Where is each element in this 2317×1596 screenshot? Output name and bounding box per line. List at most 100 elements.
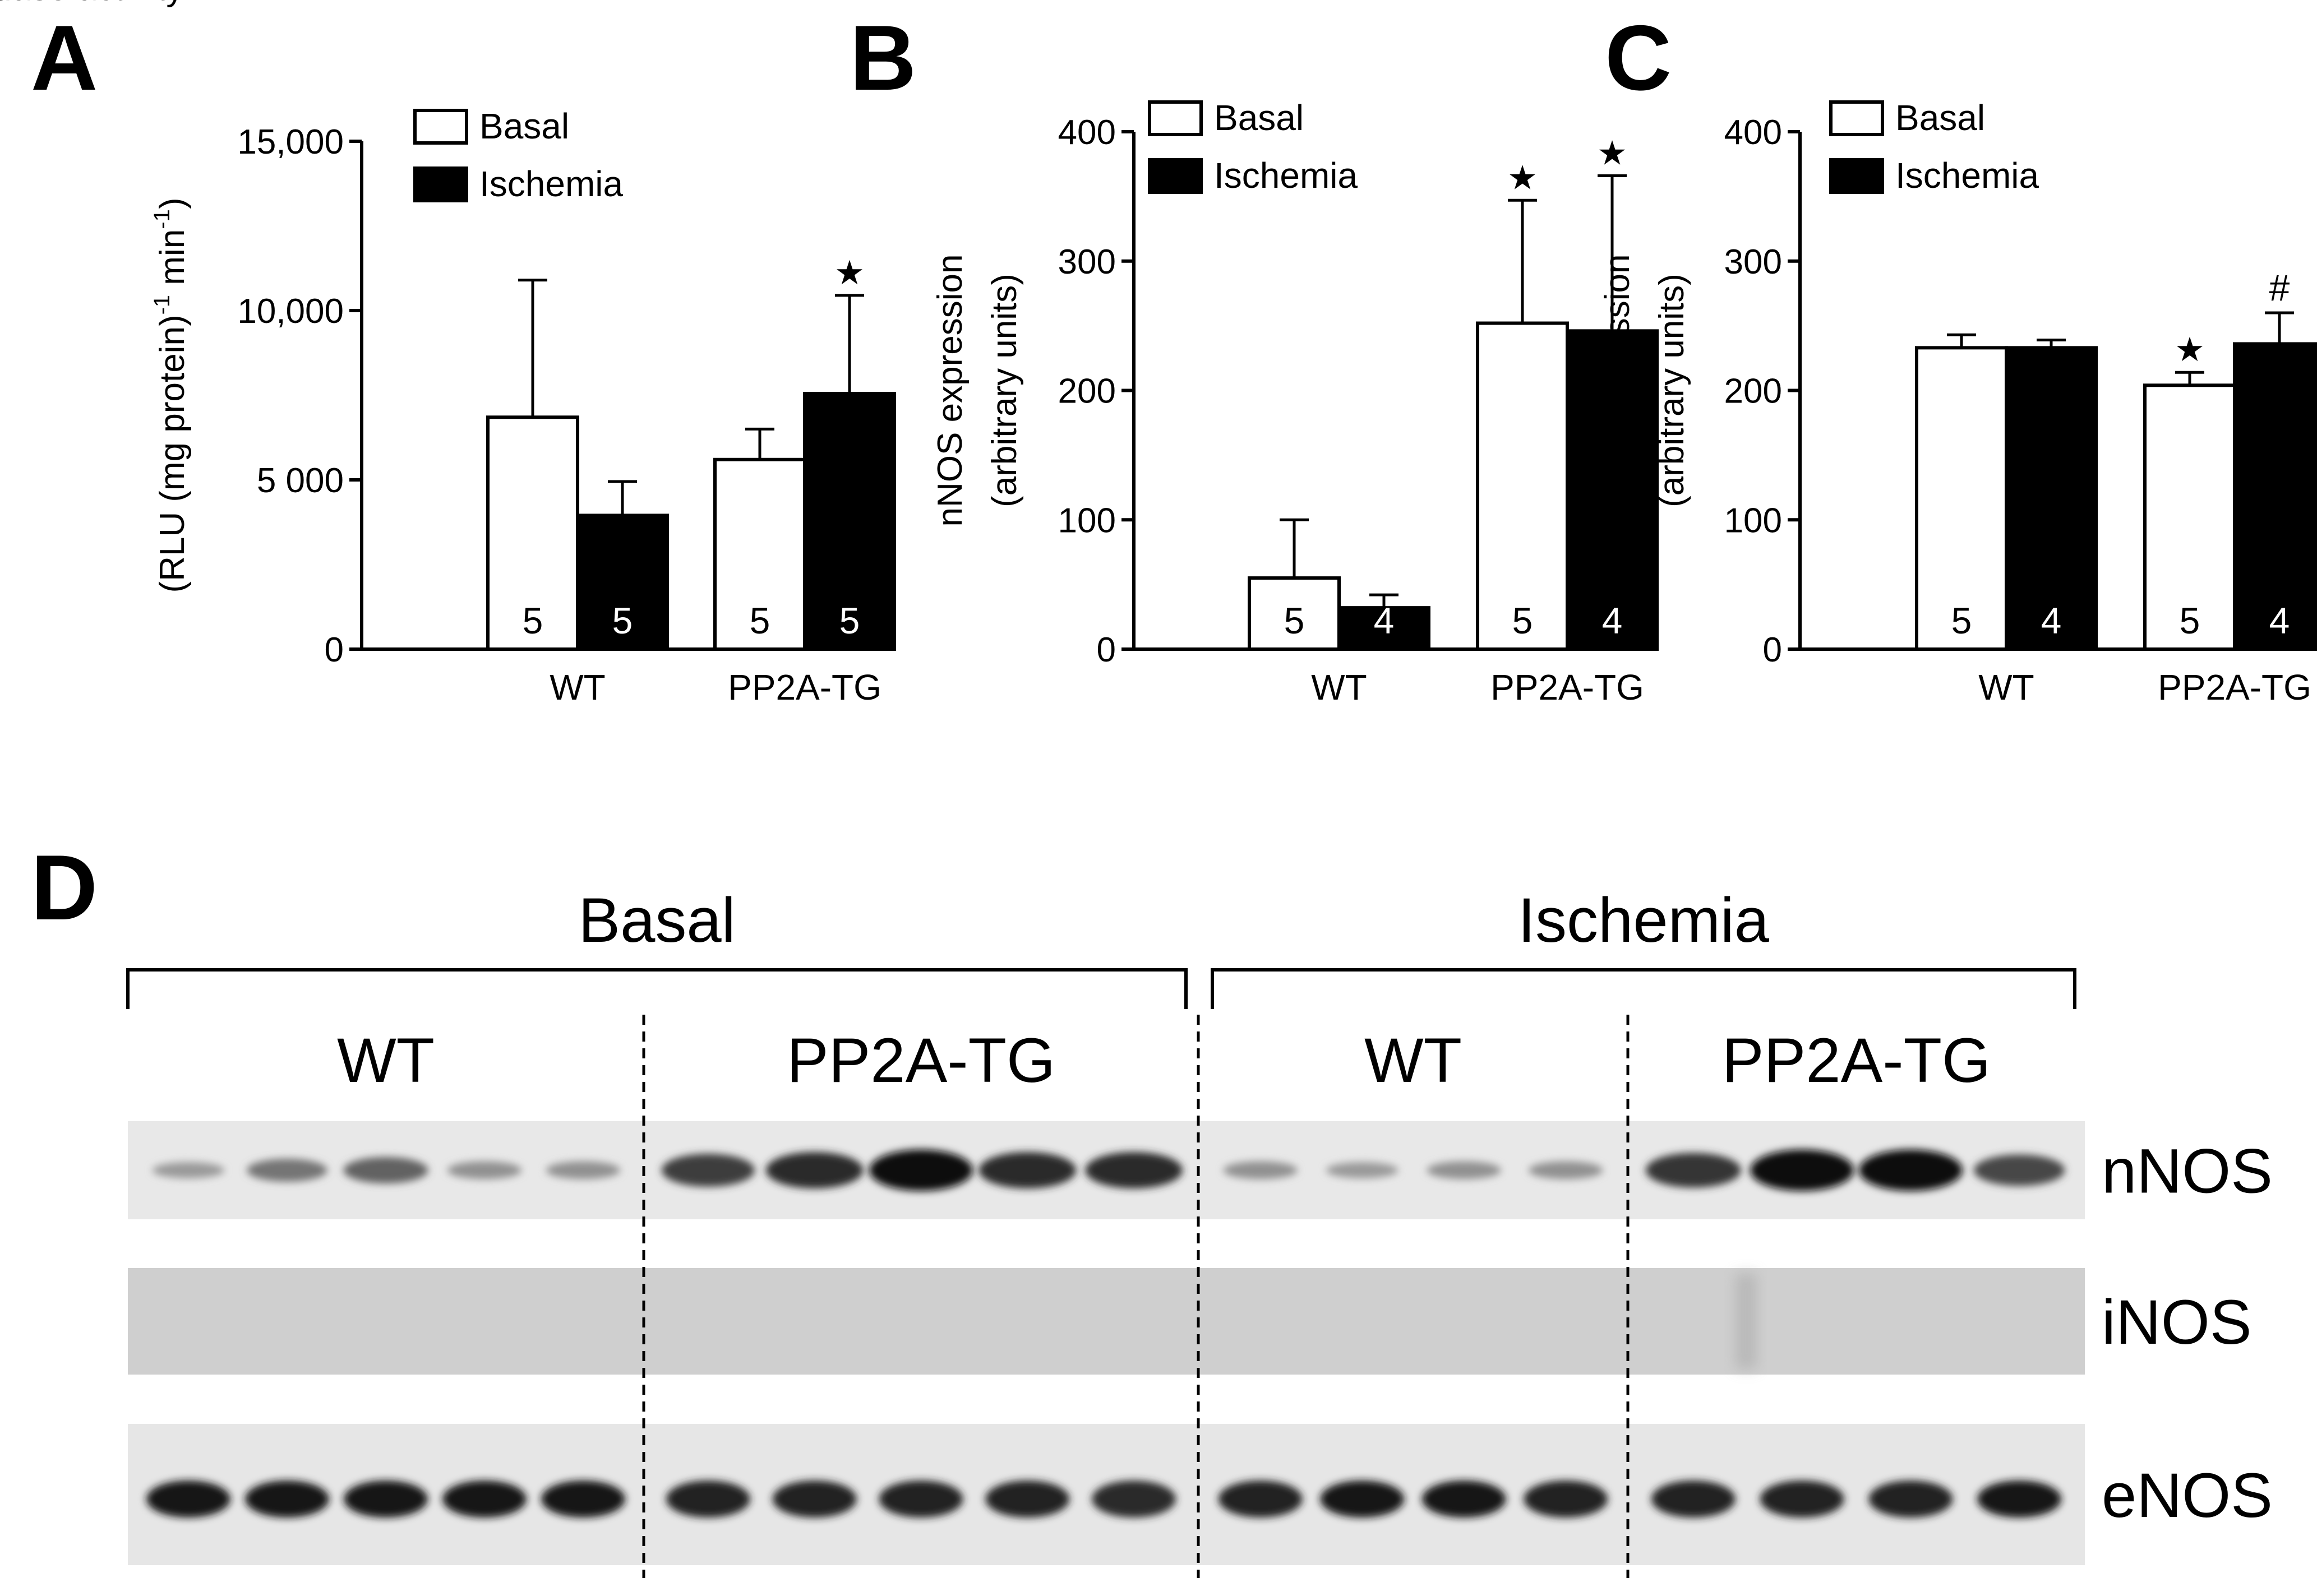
y-tick-label: 400 bbox=[1058, 113, 1116, 152]
y-axis-label-a-sup1: -1 bbox=[150, 295, 174, 315]
x-category-label: PP2A-TG bbox=[728, 667, 881, 707]
blot-band bbox=[1320, 1481, 1405, 1518]
y-tick-label: 100 bbox=[1058, 501, 1116, 540]
blot-band bbox=[1750, 1149, 1854, 1191]
blot-band bbox=[344, 1481, 428, 1518]
panel-a: A NADPH oxidase activity (RLU (mg protei… bbox=[0, 0, 896, 707]
y-axis-label-a-sup2: -1 bbox=[150, 209, 174, 229]
plot-a: 0 5 000 10,000 15,000 5 5 5 5 ★ WT PP2A-TG Basal Isc… bbox=[237, 106, 896, 707]
group-label: WT bbox=[337, 1025, 435, 1095]
x-category-label: WT bbox=[1311, 667, 1367, 707]
panel-letter-d: D bbox=[31, 836, 98, 939]
blot-band bbox=[146, 1481, 230, 1518]
bar-n-label: 5 bbox=[839, 600, 860, 641]
y-axis-label-a-part1: (RLU (mg protein) bbox=[153, 314, 192, 593]
bar bbox=[2005, 346, 2098, 651]
blot-band bbox=[1085, 1152, 1183, 1188]
blot-band bbox=[1760, 1481, 1844, 1518]
bar bbox=[2233, 342, 2317, 651]
bar bbox=[803, 391, 896, 651]
blot-band bbox=[541, 1481, 625, 1518]
legend-swatch bbox=[1829, 100, 1884, 136]
blot-band bbox=[772, 1481, 857, 1518]
significance-mark: ★ bbox=[1597, 134, 1627, 172]
legend-swatch bbox=[1148, 158, 1203, 194]
condition-label: Basal bbox=[578, 885, 735, 955]
bar-n-label: 4 bbox=[2041, 600, 2062, 641]
blot-band bbox=[447, 1161, 522, 1179]
blot-band bbox=[979, 1152, 1077, 1188]
x-category-label: WT bbox=[550, 667, 606, 707]
plot-c: 0 100 200 300 400 5 5 ★ 4 4 # WT PP2A-TG Basal Ischemi… bbox=[1724, 98, 2317, 707]
blot-band bbox=[661, 1154, 755, 1187]
significance-mark: ★ bbox=[834, 254, 865, 292]
bar bbox=[2143, 383, 2236, 651]
legend-swatch bbox=[413, 109, 468, 145]
panel-c: C eNOS expression (arbitrary units) 0 100… bbox=[1598, 6, 2317, 707]
group-label: WT bbox=[1364, 1025, 1462, 1095]
panel-d: D Basal Ischemia WT PP2A-TG WT PP2A-TG nNOS iNO… bbox=[31, 836, 2273, 1578]
panel-letter-a: A bbox=[31, 6, 98, 109]
blot-band bbox=[442, 1481, 527, 1518]
bar-n-label: 5 bbox=[2180, 600, 2200, 641]
bar bbox=[1476, 321, 1569, 651]
legend-label: Basal bbox=[479, 106, 569, 146]
y-tick-label: 0 bbox=[1097, 631, 1116, 669]
blot-band bbox=[1326, 1162, 1398, 1178]
blot-band bbox=[546, 1161, 621, 1179]
legend-swatch bbox=[1829, 158, 1884, 194]
blot-band bbox=[1092, 1481, 1176, 1518]
blot-band bbox=[879, 1481, 963, 1518]
blot-band bbox=[666, 1481, 750, 1518]
blot-band bbox=[1977, 1481, 2062, 1518]
y-tick-label: 100 bbox=[1724, 501, 1782, 540]
bar-n-label: 5 bbox=[1512, 600, 1533, 641]
bar bbox=[1248, 576, 1341, 651]
y-tick-label: 200 bbox=[1724, 372, 1782, 411]
blot-row-label: iNOS bbox=[2102, 1287, 2252, 1357]
panel-letter-c: C bbox=[1605, 6, 1672, 109]
y-axis-label-a-part3: ) bbox=[153, 197, 192, 209]
blot-band bbox=[1427, 1161, 1501, 1179]
blot-band bbox=[1421, 1481, 1506, 1518]
legend-label: Basal bbox=[1895, 98, 1985, 138]
bar bbox=[576, 514, 669, 651]
blot-band bbox=[1223, 1161, 1298, 1179]
y-tick-label: 0 bbox=[1763, 631, 1782, 669]
blot-band bbox=[245, 1481, 329, 1518]
bar-n-label: 5 bbox=[523, 600, 543, 641]
legend-label: Ischemia bbox=[1895, 155, 2039, 196]
bar bbox=[1566, 329, 1659, 651]
blot-band bbox=[1645, 1153, 1741, 1188]
condition-bracket bbox=[1211, 968, 2076, 1009]
y-axis-label-b-line2: (arbitrary units) bbox=[985, 274, 1024, 507]
blot-band bbox=[1524, 1481, 1608, 1518]
blot-band bbox=[1218, 1481, 1303, 1518]
blot-band bbox=[1529, 1161, 1603, 1179]
blot-band bbox=[1973, 1154, 2065, 1186]
plot-b: 0 100 200 300 400 5 5 ★ 4 4 ★ WT PP2A-TG Basal Ischemi… bbox=[1058, 98, 1659, 707]
legend-label: Basal bbox=[1214, 98, 1304, 138]
y-axis-label-a-part2: min bbox=[153, 229, 192, 295]
blot-band bbox=[985, 1481, 1070, 1518]
y-tick-label: 300 bbox=[1724, 243, 1782, 281]
bar-n-label: 5 bbox=[1284, 600, 1305, 641]
y-tick-label: 400 bbox=[1724, 113, 1782, 152]
y-tick-label: 15,000 bbox=[237, 123, 344, 161]
bar bbox=[1915, 346, 2008, 651]
x-category-label: PP2A-TG bbox=[1490, 667, 1644, 707]
x-category-label: WT bbox=[1978, 667, 2034, 707]
bar bbox=[713, 457, 806, 651]
y-tick-label: 300 bbox=[1058, 243, 1116, 281]
blot-band bbox=[869, 1149, 973, 1191]
legend-label: Ischemia bbox=[1214, 155, 1358, 196]
bar bbox=[486, 415, 579, 651]
legend-label: Ischemia bbox=[479, 164, 624, 204]
condition-label: Ischemia bbox=[1518, 885, 1770, 955]
blot-band bbox=[1858, 1149, 1963, 1191]
legend-swatch bbox=[1148, 100, 1203, 136]
blot-artifact bbox=[1735, 1274, 1757, 1369]
panel-letter-b: B bbox=[850, 6, 916, 109]
bar-n-label: 5 bbox=[1951, 600, 1972, 641]
